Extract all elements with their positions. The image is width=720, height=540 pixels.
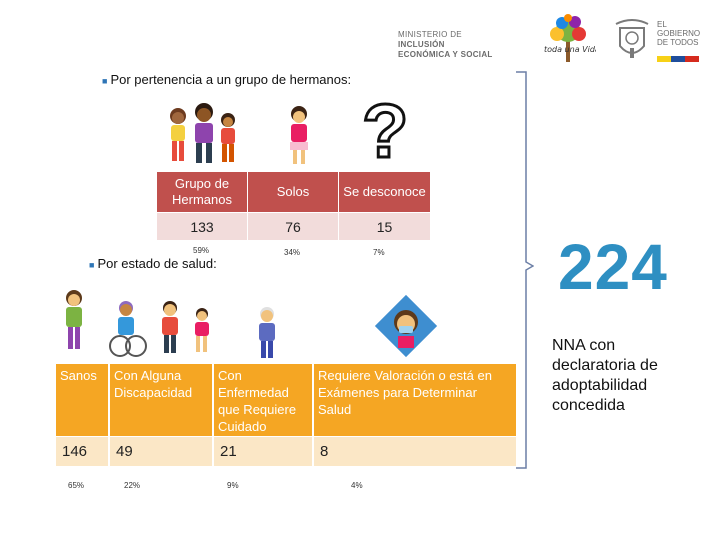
siblings-percent-group: 59% bbox=[193, 246, 210, 255]
question-mark-icon: ? bbox=[360, 89, 409, 174]
ministry-logo-text: MINISTERIO DE INCLUSIÓN ECONÓMICA Y SOCI… bbox=[398, 30, 510, 60]
siblings-value-unknown: 15 bbox=[339, 213, 430, 240]
health-percent-evaluation: 4% bbox=[351, 481, 363, 490]
sick-child-illustration bbox=[259, 307, 275, 358]
ministry-line1: MINISTERIO DE bbox=[398, 30, 462, 39]
health-header-illness: Con Enfermedad que Requiere Cuidado bbox=[214, 364, 312, 436]
single-child-illustration bbox=[290, 106, 308, 164]
siblings-percent-alone: 34% bbox=[284, 248, 301, 257]
total-count: 224 bbox=[558, 231, 668, 303]
ministry-line2: ECONÓMICA Y SOCIAL bbox=[398, 50, 493, 59]
health-percent-healthy: 65% bbox=[68, 481, 85, 490]
bullet-icon: ■ bbox=[102, 76, 108, 86]
masked-child-icon bbox=[374, 294, 438, 358]
health-percent-illness: 9% bbox=[227, 481, 239, 490]
summary-bracket bbox=[516, 71, 534, 469]
siblings-value-alone: 76 bbox=[248, 213, 338, 240]
section-health-title-text: Por estado de salud: bbox=[97, 256, 217, 271]
health-value-illness: 21 bbox=[214, 437, 312, 466]
toda-una-vida-tree-logo: toda una Vida bbox=[544, 14, 596, 62]
total-caption: NNA con declaratoria de adoptabilidad co… bbox=[552, 337, 658, 414]
ecuador-coat-of-arms-icon bbox=[615, 19, 649, 58]
health-header-evaluation: Requiere Valoración o está en Exámenes p… bbox=[314, 364, 516, 436]
health-children-illustration bbox=[66, 290, 209, 357]
health-value-disability: 49 bbox=[110, 437, 212, 466]
siblings-header-unknown: Se desconoce bbox=[339, 172, 430, 212]
section-siblings-title-text: Por pertenencia a un grupo de hermanos: bbox=[110, 72, 352, 87]
health-value-evaluation: 8 bbox=[314, 437, 516, 466]
siblings-percent-unknown: 7% bbox=[373, 248, 385, 257]
gov-line2: GOBIERNO bbox=[657, 29, 701, 38]
health-header-healthy: Sanos bbox=[56, 364, 108, 436]
siblings-header-group: Grupo de Hermanos bbox=[157, 172, 247, 212]
siblings-header-alone: Solos bbox=[248, 172, 338, 212]
gov-line3: DE TODOS bbox=[657, 38, 699, 47]
program-logo-text: toda una Vida bbox=[544, 45, 596, 54]
health-header-disability: Con Alguna Discapacidad bbox=[110, 364, 212, 436]
section-siblings-title: ■ Por pertenencia a un grupo de hermanos: bbox=[102, 72, 351, 87]
siblings-value-group: 133 bbox=[157, 213, 247, 240]
section-health-title: ■ Por estado de salud: bbox=[89, 256, 217, 271]
government-logo-text: EL GOBIERNO DE TODOS bbox=[657, 20, 700, 47]
ministry-line1-strong: INCLUSIÓN bbox=[398, 40, 445, 49]
bullet-icon: ■ bbox=[89, 260, 95, 270]
health-value-healthy: 146 bbox=[56, 437, 108, 466]
siblings-group-illustration bbox=[170, 103, 235, 163]
flag-stripe-icon bbox=[657, 56, 699, 62]
gov-line1: EL bbox=[657, 20, 667, 29]
health-percent-disability: 22% bbox=[124, 481, 141, 490]
